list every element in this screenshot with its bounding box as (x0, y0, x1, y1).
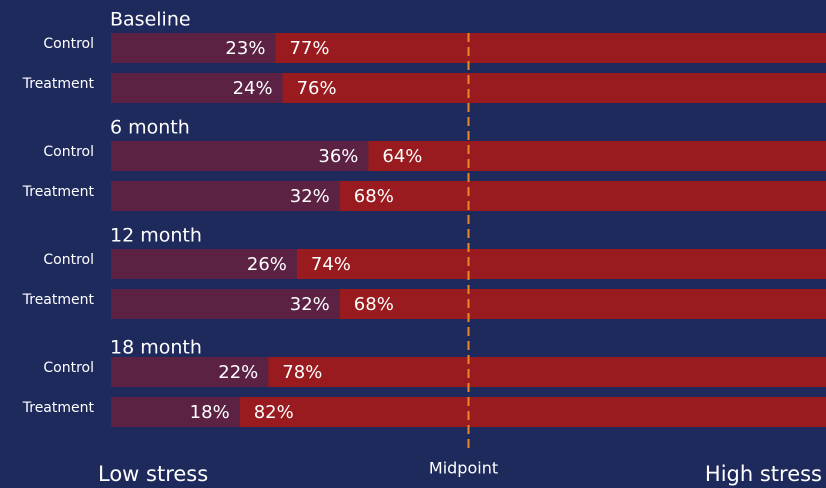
value-label: 64% (382, 146, 422, 167)
value-label: 22% (218, 362, 258, 383)
bar-segment (339, 181, 826, 211)
value-label: 18% (190, 402, 230, 423)
value-label: 26% (247, 254, 287, 275)
category-label: Treatment (22, 76, 95, 92)
group-label: 6 month (110, 117, 190, 139)
bar-segment (111, 141, 369, 171)
bar-segment (268, 357, 826, 387)
category-label: Treatment (22, 400, 95, 416)
category-label: Treatment (22, 184, 95, 200)
bar-segment (111, 33, 276, 63)
legend-low: Low stress (98, 462, 208, 486)
group-label: Baseline (110, 9, 191, 31)
bar-segment (368, 141, 826, 171)
value-label: 36% (318, 146, 358, 167)
bar-segment (111, 397, 240, 427)
category-label: Treatment (22, 292, 95, 308)
value-label: 76% (297, 78, 337, 99)
category-label: Control (43, 252, 94, 268)
bar-segment (282, 73, 826, 103)
value-label: 78% (282, 362, 322, 383)
value-label: 77% (289, 38, 329, 59)
bar-segment (339, 289, 826, 319)
bar-segment (111, 73, 283, 103)
group-label: 18 month (110, 337, 202, 359)
value-label: 24% (233, 78, 273, 99)
value-label: 82% (254, 402, 294, 423)
bar-segment (296, 249, 826, 279)
legend-high: High stress (705, 462, 822, 486)
category-label: Control (43, 360, 94, 376)
value-label: 32% (290, 294, 330, 315)
value-label: 68% (354, 294, 394, 315)
bar-segment (111, 249, 297, 279)
group-label: 12 month (110, 225, 202, 247)
category-label: Control (43, 144, 94, 160)
midpoint-label: Midpoint (429, 459, 498, 478)
value-label: 68% (354, 186, 394, 207)
value-label: 74% (311, 254, 351, 275)
bar-segment (111, 289, 340, 319)
bar-segment (111, 357, 269, 387)
value-label: 32% (290, 186, 330, 207)
bar-segment (111, 181, 340, 211)
category-label: Control (43, 36, 94, 52)
value-label: 23% (225, 38, 265, 59)
bar-segment (239, 397, 826, 427)
bar-segment (275, 33, 826, 63)
